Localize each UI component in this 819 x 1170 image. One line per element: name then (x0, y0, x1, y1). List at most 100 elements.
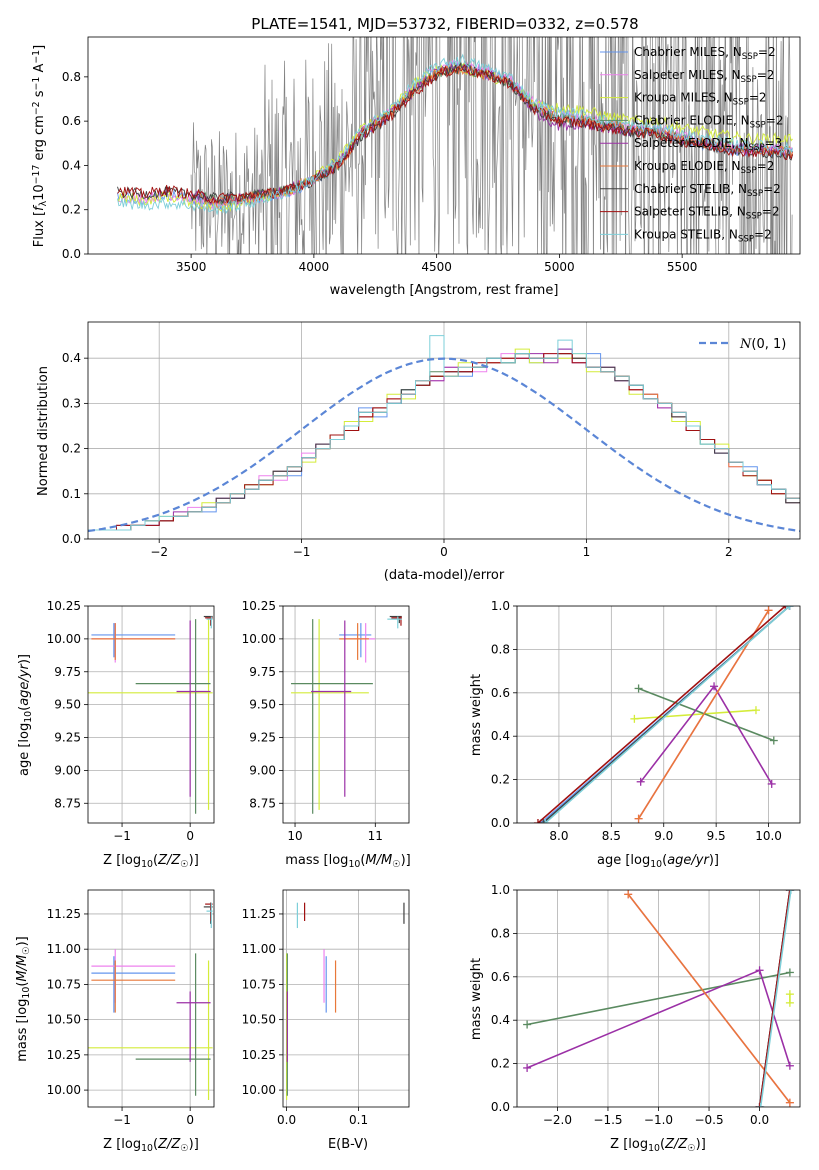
mass-vs-Z-frame: −1 0 10.00 10.25 10.50 10.75 11.00 11.25 Z [log1… (15, 889, 215, 1154)
y-tick-label: 11.00 (47, 942, 81, 956)
y-tick-label: 9.25 (249, 731, 276, 745)
y-tick-label: 0.6 (491, 970, 510, 984)
legend-label: Kroupa MILES, NSSP=2 (634, 91, 767, 108)
mass-vs-Z-plot-area (88, 890, 214, 1107)
model-spectrum-line (117, 53, 794, 215)
x-tick-label: −1.0 (644, 1113, 673, 1127)
x-tick-label: −1 (293, 545, 311, 559)
x-tick-label: 5500 (667, 260, 698, 274)
mass-weight-line (537, 606, 786, 823)
y-tick-label: 9.75 (54, 665, 81, 679)
mass-vs-EBV-plot-area (283, 890, 409, 1107)
x-tick-label: 10.0 (755, 829, 782, 843)
x-tick-label: 0.1 (349, 1113, 368, 1127)
legend-label: Salpeter STELIB, NSSP=2 (634, 205, 780, 222)
spectrum-plot-area (117, 37, 794, 254)
y-tick-label: 11.25 (47, 907, 81, 921)
mass-weight-line (637, 609, 770, 820)
x-tick-label: 10 (287, 829, 302, 843)
x-tick-label: 8.5 (602, 829, 621, 843)
axes-border (282, 605, 410, 824)
x-axis-label: Z [log10(Z/Z☉)] (610, 1137, 706, 1154)
x-tick-label: 1 (583, 545, 591, 559)
x-tick-label: −1.5 (593, 1113, 622, 1127)
y-tick-label: 0.8 (491, 926, 510, 940)
legend-label: Chabrier ELODIE, NSSP=2 (634, 113, 783, 130)
mass-weight-vs-Z-plot-area (517, 890, 800, 1107)
age-vs-mass-frame: 10 11 8.75 9.00 9.25 9.50 9.75 10.00 10.25 mass [… (242, 599, 411, 870)
y-tick-label: 0.4 (491, 729, 510, 743)
x-tick-label: 0 (186, 829, 194, 843)
y-tick-label: 11.00 (242, 942, 276, 956)
x-tick-label: 11 (368, 829, 383, 843)
age-vs-mass-axes: 10 11 8.75 9.00 9.25 9.50 9.75 10.00 10.25 mass [… (242, 599, 411, 870)
residuals-axes: −2 −1 0 1 2 0.0 0.1 0.2 0.3 0.4 (data-model)/error… (36, 321, 801, 583)
y-tick-label: 10.00 (242, 1083, 276, 1097)
y-tick-label: 10.50 (242, 1013, 276, 1027)
y-axis-label: mass [log10(M/M☉)] (15, 936, 32, 1062)
legend: Chabrier MILES, NSSP=2 Salpeter MILES, NS… (600, 45, 783, 244)
y-tick-label: 9.00 (54, 763, 81, 777)
y-axis-label: mass weight (469, 958, 484, 1040)
y-tick-label: 10.00 (47, 1083, 81, 1097)
axes-border (516, 889, 801, 1108)
mass-weight-line (627, 893, 791, 1104)
y-tick-label: 0.6 (491, 686, 510, 700)
y-tick-label: 10.75 (47, 977, 81, 991)
y-tick-label: 10.75 (242, 977, 276, 991)
x-axis-label: Z [log10(Z/Z☉)] (103, 853, 199, 870)
y-axis-label: Flux [fλ10−17 erg cm−2 s−1 A−1] (31, 45, 49, 247)
age-vs-Z-axes: −1 0 8.75 9.00 9.25 9.50 9.75 10.00 10.25 Z [log1… (17, 599, 215, 870)
x-tick-label: 5000 (544, 260, 575, 274)
x-axis-label: age [log10(age/yr)] (597, 853, 719, 870)
x-tick-label: 0 (186, 1113, 194, 1127)
y-tick-label: 0.1 (62, 487, 81, 501)
y-tick-label: 0.4 (62, 158, 81, 172)
y-tick-label: 10.50 (47, 1013, 81, 1027)
mass-weight-vs-age-frame: 8.0 8.5 9.0 9.5 10.0 0.0 0.2 0.4 0.6 0.8 1.0 age [l… (469, 599, 801, 870)
axes-border (87, 605, 215, 824)
y-tick-label: 9.00 (249, 763, 276, 777)
x-tick-label: −2 (150, 545, 168, 559)
model-spectrum-line (190, 63, 794, 209)
y-tick-label: 10.00 (242, 632, 276, 646)
mass-weight-line (634, 709, 757, 720)
y-axis-label: mass weight (469, 674, 484, 756)
y-tick-label: 9.50 (54, 698, 81, 712)
mass-weight-vs-age-plot-area (517, 606, 800, 823)
x-tick-label: 0 (440, 545, 448, 559)
y-tick-label: 0.6 (62, 114, 81, 128)
mass-vs-EBV-frame: 0.0 0.1 10.00 10.25 10.50 10.75 11.00 11.25 E(B-… (242, 889, 410, 1152)
mass-vs-Z-axes: −1 0 10.00 10.25 10.50 10.75 11.00 11.25 Z [log1… (15, 889, 215, 1154)
y-tick-label: 0.4 (491, 1013, 510, 1027)
mass-weight-vs-Z-axes: −2.0 −1.5 −1.0 −0.5 0.0 0.0 0.2 0.4 0.6 0.8 1.0 Z [… (469, 883, 801, 1154)
x-axis-label: wavelength [Angstrom, rest frame] (330, 283, 559, 298)
legend-label: Chabrier STELIB, NSSP=2 (634, 182, 781, 199)
y-tick-label: 10.25 (47, 1048, 81, 1062)
y-tick-label: 10.25 (47, 599, 81, 613)
mass-weight-line (759, 890, 792, 1107)
age-vs-Z-plot-area (88, 606, 214, 823)
charts-layer: 3500 4000 4500 5000 5500 0.0 0.2 0.4 0.6 0.8 wavel… (15, 36, 801, 1154)
spectrum-frame: 3500 4000 4500 5000 5500 0.0 0.2 0.4 0.6 0.8 wavel… (31, 36, 801, 298)
y-tick-label: 1.0 (491, 599, 510, 613)
x-axis-label: E(B-V) (328, 1137, 368, 1152)
legend-label: Salpeter ELODIE, NSSP=3 (634, 136, 782, 153)
mass-weight-line (758, 890, 791, 1107)
x-tick-label: 0.0 (750, 1113, 769, 1127)
x-tick-label: −0.5 (694, 1113, 723, 1127)
residuals-plot-area (88, 322, 800, 539)
model-spectrum-line (117, 62, 794, 204)
axes-border (87, 321, 801, 540)
normal-curve (88, 357, 800, 533)
y-tick-label: 9.75 (249, 665, 276, 679)
x-tick-label: 4500 (421, 260, 452, 274)
x-axis-label: mass [log10(M/M☉)] (285, 853, 411, 870)
y-tick-label: 0.4 (62, 351, 81, 365)
y-tick-label: 10.25 (242, 1048, 276, 1062)
x-tick-label: 4000 (299, 260, 330, 274)
residuals-frame: −2 −1 0 1 2 0.0 0.1 0.2 0.3 0.4 (data-model)/error… (36, 321, 801, 583)
axes-border (87, 36, 801, 255)
x-tick-label: 9.5 (707, 829, 726, 843)
y-tick-label: 0.0 (62, 532, 81, 546)
